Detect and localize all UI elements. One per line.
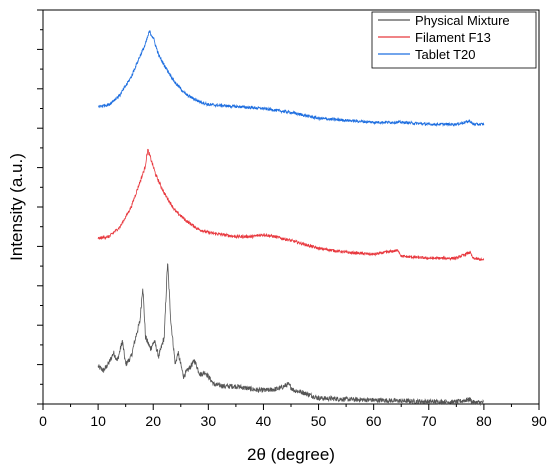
legend-box — [371, 11, 537, 69]
x-axis-ticks: 0 10 20 30 40 50 60 70 80 90 — [39, 404, 547, 429]
series-line-2 — [97, 30, 485, 128]
x-axis-title: 2θ (degree) — [247, 445, 335, 464]
series-line-1 — [97, 148, 485, 262]
x-tick-label-40: 40 — [256, 413, 272, 429]
series-line-0 — [97, 263, 484, 407]
x-tick-label-90: 90 — [531, 413, 547, 429]
x-tick-label-0: 0 — [39, 413, 47, 429]
x-tick-label-50: 50 — [311, 413, 327, 429]
series-layer — [97, 30, 485, 407]
x-tick-label-20: 20 — [145, 413, 161, 429]
y-axis-ticks — [37, 9, 43, 405]
x-tick-label-10: 10 — [90, 413, 106, 429]
legend: Physical Mixture Filament F13 Tablet T20 — [371, 11, 537, 69]
x-tick-label-80: 80 — [476, 413, 492, 429]
x-tick-label-60: 60 — [366, 413, 382, 429]
legend-label-1: Filament F13 — [415, 30, 491, 45]
plot-frame — [42, 9, 540, 405]
y-axis-title: Intensity (a.u.) — [7, 153, 26, 261]
x-tick-label-70: 70 — [421, 413, 437, 429]
legend-label-2: Tablet T20 — [415, 47, 475, 62]
x-tick-label-30: 30 — [201, 413, 217, 429]
legend-label-0: Physical Mixture — [415, 13, 510, 28]
